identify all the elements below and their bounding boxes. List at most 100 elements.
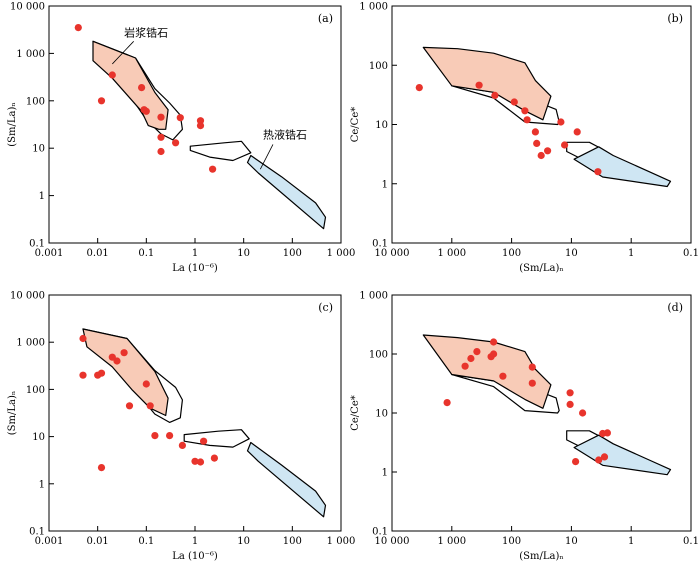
y-tick-label: 100 — [369, 350, 388, 361]
data-point — [74, 24, 82, 32]
data-point — [473, 348, 481, 356]
x-tick-label: 0.1 — [683, 536, 699, 547]
data-point — [97, 369, 106, 377]
hydrothermal-zircon-pointer — [259, 144, 274, 170]
data-point — [533, 139, 541, 147]
data-point — [142, 107, 150, 115]
x-tick-label: 1 — [192, 248, 198, 259]
y-tick-label: 1 000 — [16, 49, 45, 60]
magmatic-zircon-label: 岩浆锆石 — [124, 25, 168, 39]
x-axis-title: La (10⁻⁶) — [172, 263, 218, 274]
data-point — [157, 133, 165, 141]
x-tick-label: 1 000 — [437, 536, 466, 547]
x-tick-label: 100 — [502, 248, 521, 259]
hydrothermal-zircon-field — [573, 434, 672, 476]
data-point — [97, 97, 106, 105]
data-point — [531, 128, 540, 136]
data-point — [566, 400, 574, 408]
x-axis-title: (Sm/La)ₙ — [519, 551, 563, 562]
plot-frame — [391, 294, 692, 532]
y-tick-label: 100 — [26, 385, 45, 396]
data-point — [594, 168, 602, 176]
x-tick-label: 10 000 — [375, 248, 410, 259]
magmatic-zircon-pointer — [112, 41, 134, 65]
panel-label: (b) — [667, 12, 683, 25]
data-point — [579, 409, 587, 417]
panel-label: (a) — [318, 12, 333, 25]
x-tick-label: 10 000 — [375, 536, 410, 547]
data-point — [200, 437, 208, 445]
data-point — [176, 114, 184, 122]
y-tick-label: 1 000 — [359, 291, 388, 302]
panel-b: 10 000 1 000 100 10 1 0.1 0.1 1 10 100 1 000 (Sm/La… — [350, 2, 699, 275]
y-axis-title: (Sm/La)ₙ — [7, 391, 18, 435]
x-tick-label: 0.001 — [35, 536, 64, 547]
data-point — [146, 402, 154, 410]
data-point — [490, 350, 498, 358]
data-point — [113, 357, 121, 365]
y-axis-title: Ce/Ce* — [350, 395, 361, 431]
data-point — [490, 338, 498, 346]
data-point — [475, 81, 483, 89]
data-point — [572, 458, 580, 466]
x-tick-label: 0.001 — [35, 248, 64, 259]
x-tick-label: 10 — [565, 248, 578, 259]
x-tick-label: 100 — [283, 536, 302, 547]
data-point — [415, 84, 423, 92]
x-tick-label: 100 — [502, 536, 521, 547]
x-tick-label: 10 — [237, 248, 250, 259]
hydrothermal-zircon-field — [246, 441, 327, 518]
plot-frame — [391, 5, 692, 244]
data-point — [191, 457, 199, 465]
magmatic-zircon-field — [422, 46, 552, 121]
x-tick-label: 10 — [565, 536, 578, 547]
data-point — [210, 454, 218, 462]
hydrothermal-zircon-field — [573, 146, 672, 188]
data-point — [595, 456, 603, 464]
y-tick-label: 10 — [375, 120, 388, 131]
x-axis-title: (Sm/La)ₙ — [519, 263, 563, 274]
y-tick-label: 100 — [26, 96, 45, 107]
y-tick-label: 0.1 — [372, 239, 388, 250]
data-point — [573, 128, 581, 136]
y-tick-label: 10 — [375, 409, 388, 420]
data-point — [172, 139, 180, 147]
x-tick-label: 1 000 — [327, 536, 356, 547]
hydrothermal-field-outline — [189, 140, 252, 162]
data-point — [521, 107, 529, 115]
data-point — [97, 464, 106, 472]
y-tick-label: 1 — [39, 479, 45, 490]
y-tick-label: 10 000 — [10, 2, 45, 13]
data-point — [443, 399, 451, 407]
y-tick-label: 1 — [382, 468, 388, 479]
data-point — [196, 122, 205, 130]
y-tick-label: 0.1 — [29, 527, 45, 538]
x-tick-label: 10 — [237, 536, 250, 547]
panel-d: 10 000 1 000 100 10 1 0.1 0.1 1 10 100 1 000 (Sm/La… — [350, 291, 699, 563]
x-tick-label: 0.01 — [87, 248, 109, 259]
x-tick-label: 0.1 — [683, 248, 699, 259]
x-tick-label: 0.1 — [138, 248, 154, 259]
y-tick-label: 0.1 — [372, 527, 388, 538]
data-point — [491, 91, 499, 99]
x-tick-label: 1 000 — [437, 248, 466, 259]
y-tick-label: 1 000 — [359, 2, 388, 13]
data-point — [461, 362, 469, 370]
x-tick-label: 0.01 — [87, 536, 109, 547]
hydrothermal-zircon-field — [246, 154, 327, 230]
y-tick-label: 1 — [39, 191, 45, 202]
data-point — [499, 372, 507, 380]
y-axis-title: Ce/Ce* — [350, 107, 361, 143]
data-point — [178, 441, 186, 449]
plot-frame — [48, 294, 342, 532]
data-point — [566, 389, 574, 397]
data-point — [151, 432, 159, 440]
data-point — [544, 147, 552, 155]
x-tick-label: 1 — [192, 536, 198, 547]
data-point — [196, 458, 205, 466]
data-point — [561, 141, 569, 149]
panel-label: (c) — [318, 301, 333, 314]
x-tick-label: 1 000 — [327, 248, 356, 259]
data-point — [157, 113, 165, 121]
y-axis-title: (Sm/La)ₙ — [7, 102, 18, 146]
